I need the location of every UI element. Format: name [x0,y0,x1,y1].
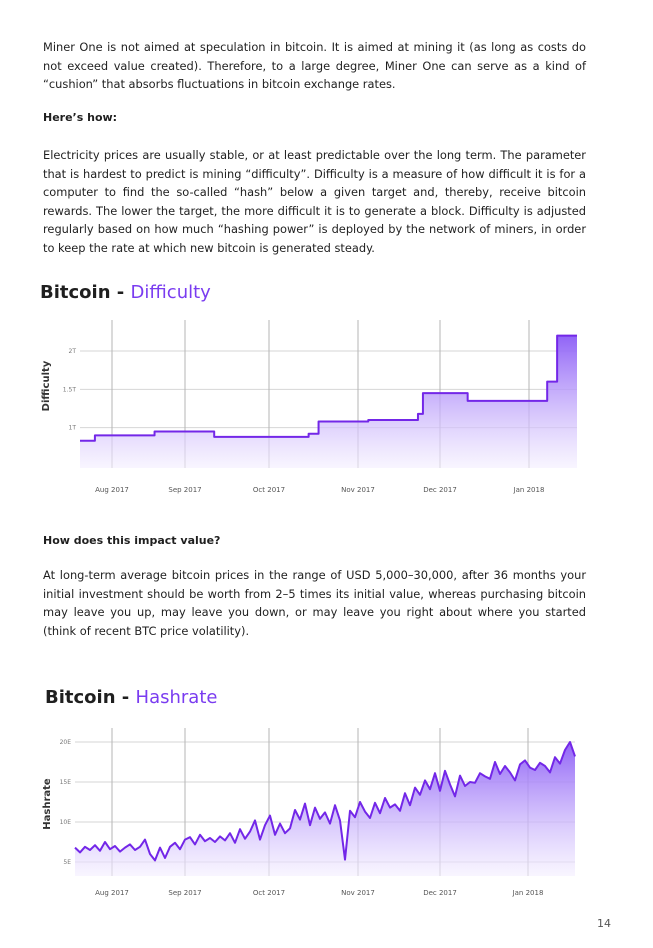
difficulty-chart: 1T 1.5T 2T Aug 2017 Sep 2017 Oct 2017 Nov 2017… [41,320,577,494]
page-number: 14 [597,917,611,930]
x-tick-label: Jan 2018 [513,486,545,494]
hashrate-chart: 5E 10E 15E 20E Aug 2017 Sep 2017 Oct 2017 Nov 2… [42,728,576,897]
x-tick-label: Nov 2017 [341,486,375,494]
difficulty-chart-title: Bitcoin - Difficulty [40,282,211,303]
y-tick-label: 5E [63,859,71,866]
series-line [74,741,576,862]
x-tick-label: Sep 2017 [168,486,201,494]
x-tick-label: Dec 2017 [423,889,457,897]
hashrate-title-prefix: Bitcoin - [45,687,130,708]
y-tick-label: 1T [69,425,77,432]
y-tick-label: 1.5T [63,386,77,393]
x-tick-label: Aug 2017 [95,486,129,494]
x-tick-label: Dec 2017 [423,486,457,494]
series-line [80,334,577,442]
difficulty-title-accent: Difficulty [130,282,211,303]
electricity-paragraph: Electricity prices are usually stable, o… [43,148,586,255]
y-axis-title: Hashrate [42,778,53,830]
x-tick-label: Oct 2017 [253,486,285,494]
impact-heading: How does this impact value? [43,534,221,547]
y-axis-title: Difficulty [41,360,52,411]
x-tick-label: Nov 2017 [341,889,375,897]
intro-paragraph: Miner One is not aimed at speculation in… [43,40,586,91]
difficulty-title-prefix: Bitcoin - [40,282,125,303]
series-area [80,335,577,468]
x-tick-label: Sep 2017 [168,889,201,897]
value-paragraph: At long-term average bitcoin prices in t… [43,568,586,638]
y-tick-label: 20E [60,739,72,746]
series-area [75,742,575,876]
hashrate-chart-title: Bitcoin - Hashrate [45,687,217,708]
y-tick-label: 15E [60,779,72,786]
y-tick-label: 10E [60,819,72,826]
y-tick-label: 2T [69,348,77,355]
x-tick-label: Oct 2017 [253,889,285,897]
hashrate-title-accent: Hashrate [135,687,218,708]
x-tick-label: Aug 2017 [95,889,129,897]
how-heading: Here’s how: [43,111,118,124]
x-tick-label: Jan 2018 [512,889,544,897]
